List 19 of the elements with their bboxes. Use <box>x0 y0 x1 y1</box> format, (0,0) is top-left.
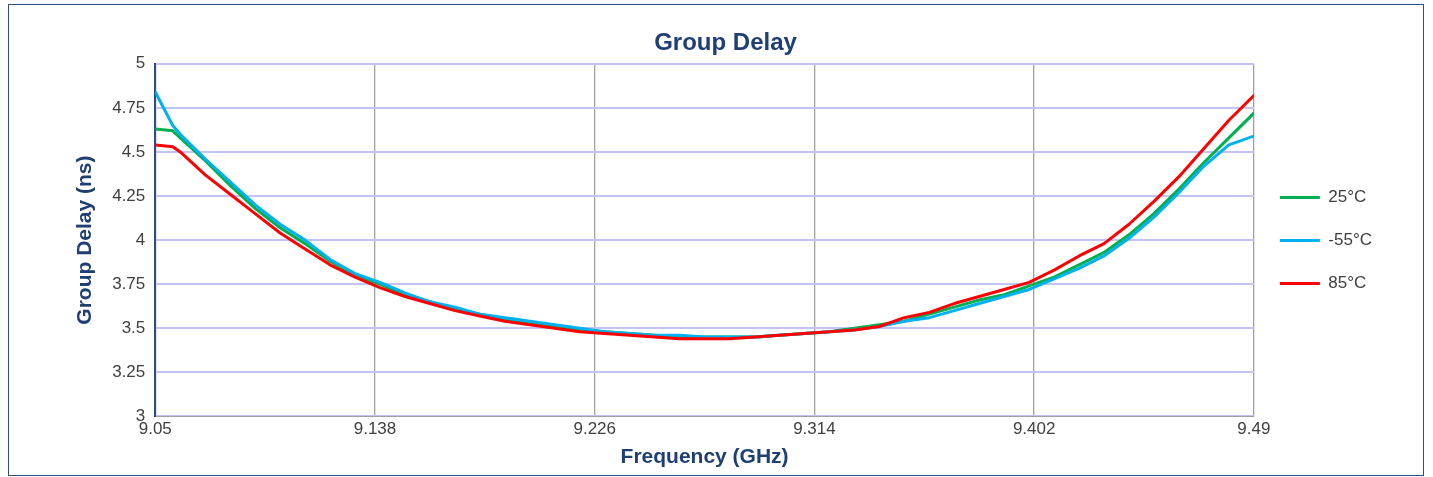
y-tick-label: 3.25 <box>112 362 146 382</box>
y-tick-label: 3.75 <box>112 273 146 293</box>
x-tick-label: 9.402 <box>1012 419 1056 439</box>
x-tick-label: 9.314 <box>793 419 836 439</box>
x-tick-label: 9.138 <box>353 419 397 439</box>
y-tick-label: 4 <box>135 229 146 249</box>
y-tick-label: 5 <box>135 53 146 73</box>
y-tick-label: 4.75 <box>112 97 146 117</box>
x-tick-label: 9.49 <box>1237 419 1271 439</box>
legend-label: 25°C <box>1328 187 1367 207</box>
x-tick-label: 9.226 <box>573 419 616 439</box>
x-axis-title: Frequency (GHz) <box>620 444 789 468</box>
chart-title: Group Delay <box>654 28 798 56</box>
y-tick-label: 4.25 <box>112 185 146 205</box>
y-tick-label: 4.5 <box>121 141 146 161</box>
legend-label: -55°C <box>1328 230 1373 250</box>
legend-label: 85°C <box>1328 273 1367 293</box>
y-tick-label: 3.5 <box>121 317 146 337</box>
y-axis-title: Group Delay (ns) <box>72 155 96 325</box>
